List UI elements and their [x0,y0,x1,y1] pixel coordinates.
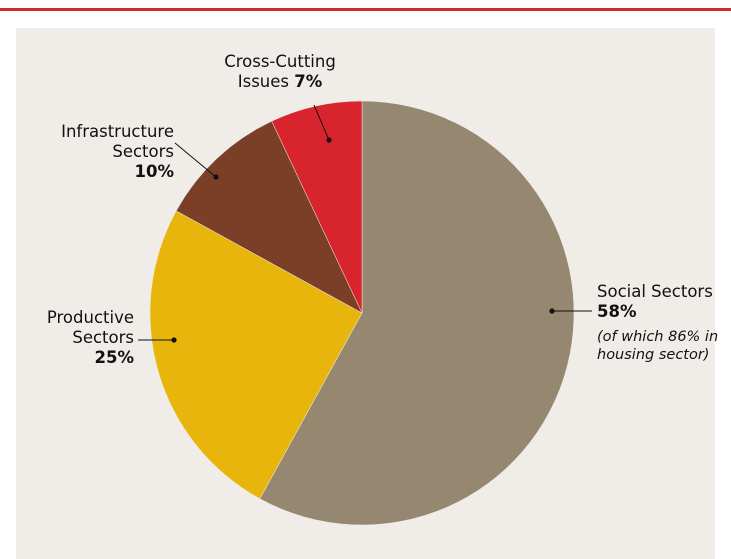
label-crosscutting-line2: Issues [237,72,289,91]
label-infrastructure-line2: Sectors [112,142,174,161]
leader-infrastructure-sectors [174,142,217,178]
label-social-note-line2: housing sector) [597,347,710,363]
leader-productive-sectors-dot [171,337,177,343]
label-social-note: (of which 86% in housing sector) [597,328,718,364]
leader-infrastructure-sectors-dot [213,174,219,180]
label-social-name: Social Sectors [597,282,713,301]
pie-slice-productive-sectors [149,210,363,500]
pie-slice-infrastructure-sectors [175,120,363,314]
label-social-note-line1: (of which 86% in [597,329,719,345]
label-productive-sectors: Productive Sectors 25% [20,308,134,368]
label-productive-line1: Productive [46,308,134,327]
label-social-pct: 58% [597,302,637,321]
leader-social-sectors-dot [549,308,555,314]
label-crosscutting-line1: Cross-Cutting [224,52,336,71]
label-crosscutting-pct: 7% [294,72,323,91]
label-infrastructure-sectors: Infrastructure Sectors 10% [30,122,174,182]
label-infrastructure-line1: Infrastructure [61,122,174,141]
pie-slice-crosscutting-issues [271,100,363,314]
label-productive-line2: Sectors [72,328,134,347]
label-crosscutting-issues: Cross-Cutting Issues 7% [200,52,360,92]
leader-crosscutting-issues-dot [326,137,332,143]
label-infrastructure-pct: 10% [134,162,175,181]
pie-slice-social-sectors [259,100,575,526]
leader-crosscutting-issues [313,104,330,141]
label-social-sectors: Social Sectors 58% (of which 86% in hous… [597,282,718,364]
top-accent-rule [0,8,731,11]
label-productive-pct: 25% [94,348,135,367]
